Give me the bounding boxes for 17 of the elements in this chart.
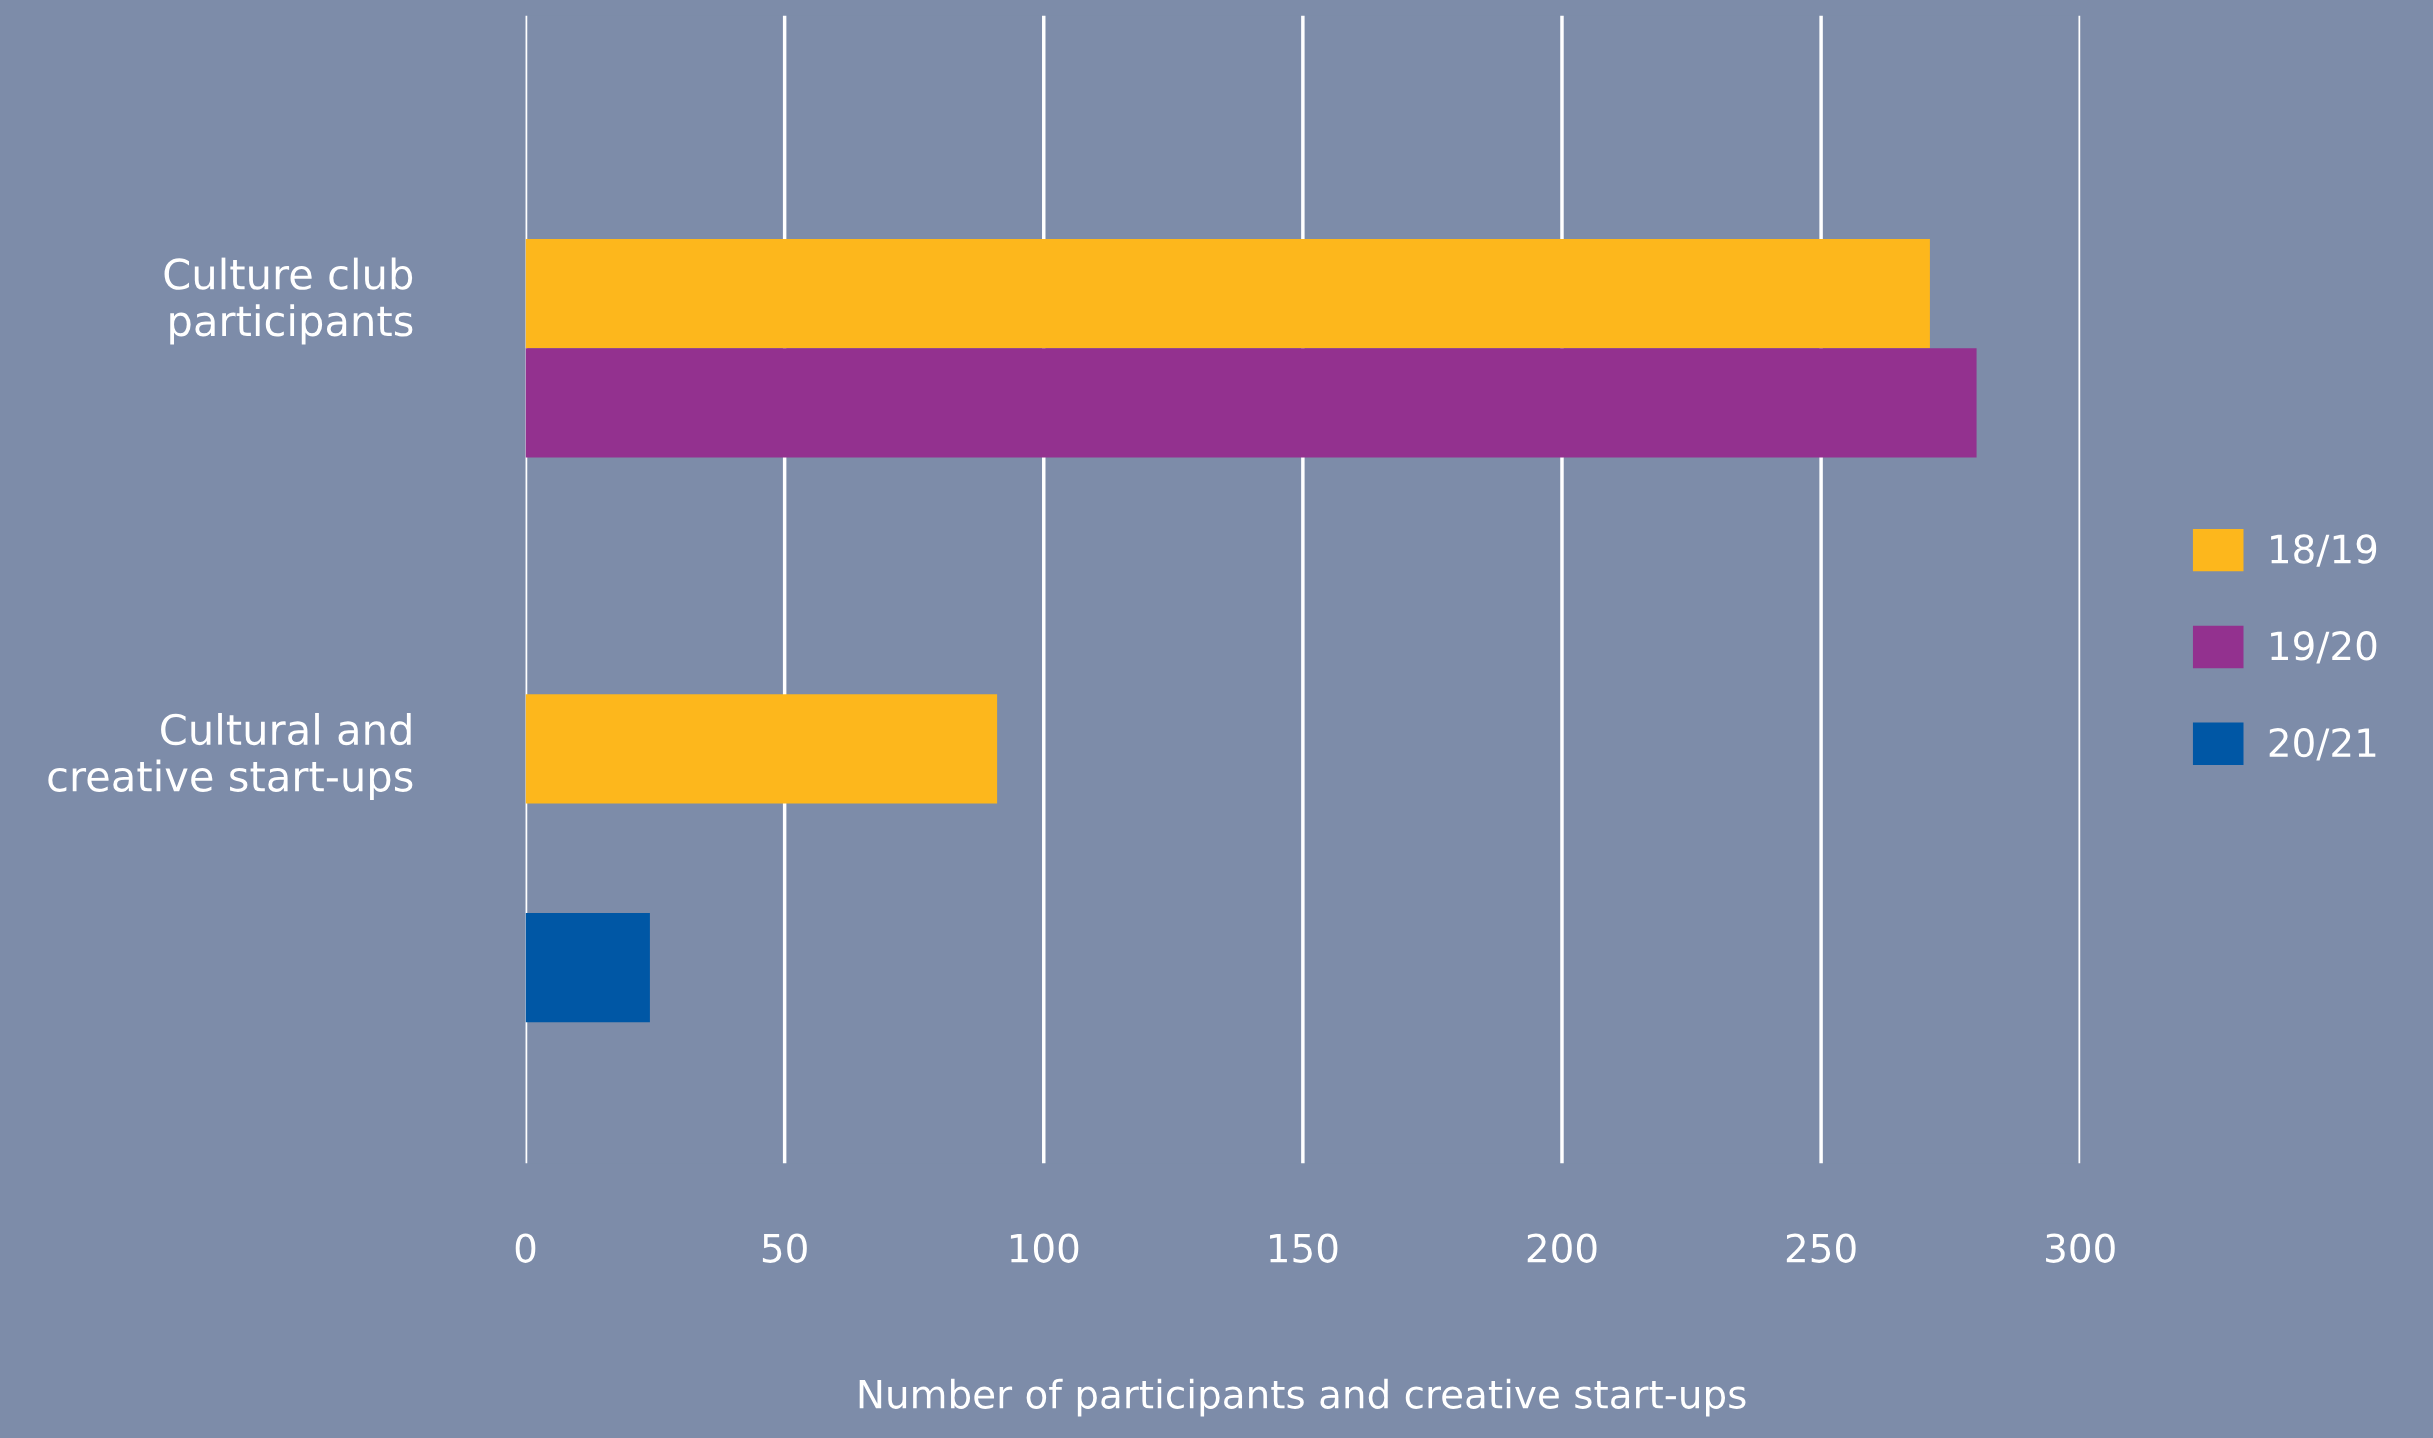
x-axis-title: Number of participants and creative start-ups <box>859 1378 1746 1417</box>
x-tick-label: 250 <box>1786 1233 1856 1263</box>
y-tick-label: Cultural and creative start-ups <box>48 712 413 800</box>
bar <box>525 238 1930 349</box>
x-tick-label: 200 <box>1527 1233 1597 1263</box>
bar <box>525 694 998 804</box>
x-tick-label: 100 <box>1010 1233 1079 1263</box>
x-tick-label: 150 <box>1270 1233 1338 1263</box>
x-tick-label: 0 <box>515 1233 536 1263</box>
legend-label: 20/21 <box>2269 727 2376 761</box>
bar <box>525 912 650 1023</box>
y-tick-label: Culture club participants <box>164 257 413 345</box>
legend-label: 18/19 <box>2271 534 2377 567</box>
bar <box>525 348 1977 458</box>
x-tick-label: 50 <box>762 1233 807 1263</box>
legend-label: 19/20 <box>2271 631 2377 664</box>
x-tick-label: 300 <box>2046 1233 2115 1263</box>
